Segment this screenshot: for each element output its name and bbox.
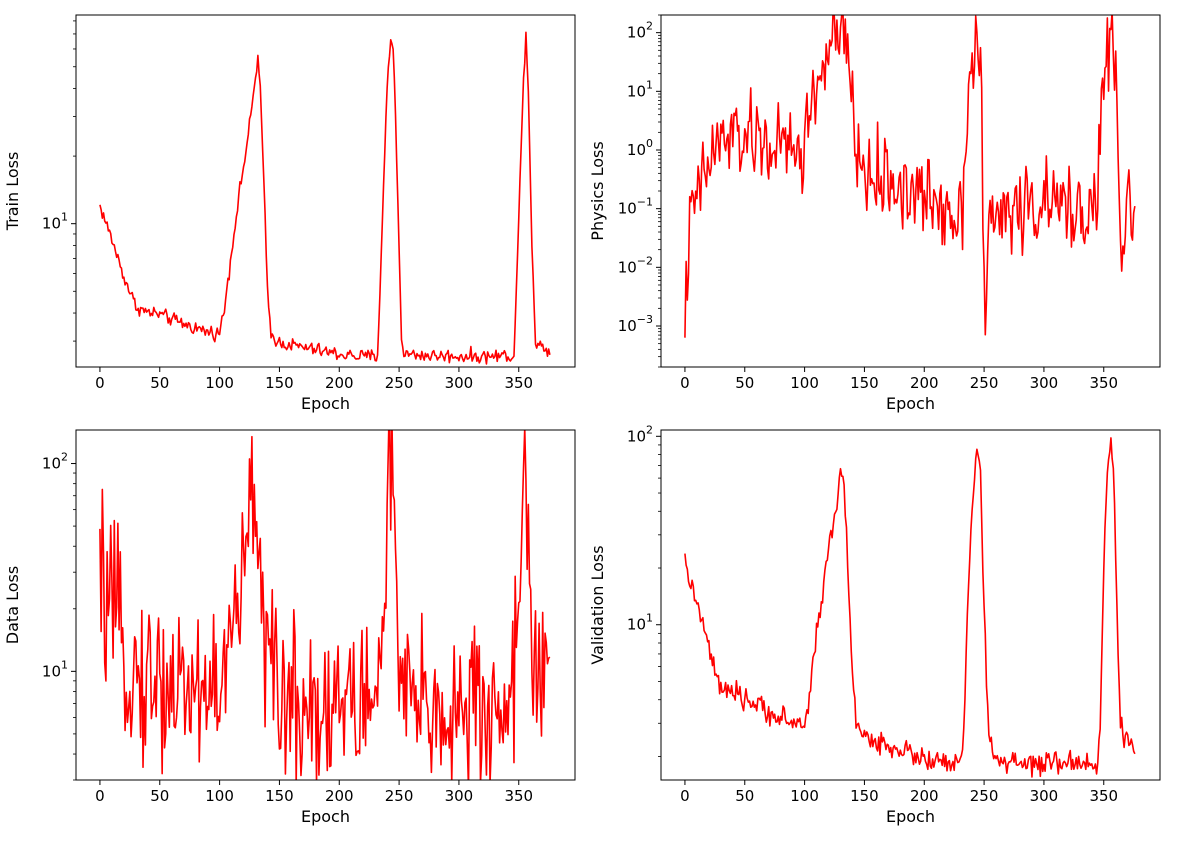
- x-tick-label: 300: [1030, 374, 1059, 392]
- x-tick-label: 300: [445, 787, 474, 805]
- x-tick-label: 350: [1089, 787, 1118, 805]
- y-tick-label: 102: [627, 423, 653, 445]
- series-line: [99, 31, 551, 365]
- x-tick-label: 200: [910, 374, 939, 392]
- x-tick-label: 0: [680, 787, 690, 805]
- y-axis-label: Validation Loss: [588, 545, 607, 664]
- panel-physics-loss: 0 50 100 150 200 250 300 350 10−3 10−2 10−1 100 101 1…: [588, 14, 1161, 413]
- x-tick-label: 150: [850, 787, 879, 805]
- y-tick-label: 10−3: [618, 313, 653, 335]
- series-line: [684, 15, 1136, 338]
- x-axis-label: Epoch: [886, 807, 935, 826]
- y-axis-label: Data Loss: [3, 566, 22, 644]
- x-axis-label: Epoch: [886, 394, 935, 413]
- panel-validation-loss: 0 50 100 150 200 250 300 350 101 102 Epoch Validati…: [588, 423, 1161, 826]
- x-tick-label: 200: [910, 787, 939, 805]
- x-tick-label: 350: [1089, 374, 1118, 392]
- x-axis-label: Epoch: [301, 394, 350, 413]
- y-tick-label: 101: [42, 658, 68, 680]
- x-tick-label: 250: [385, 787, 414, 805]
- axes-frame: [75, 14, 576, 368]
- x-tick-label: 50: [150, 374, 169, 392]
- y-tick-label: 101: [627, 78, 653, 100]
- x-tick-label: 0: [680, 374, 690, 392]
- x-tick-label: 100: [790, 787, 819, 805]
- y-tick-label: 101: [42, 211, 68, 233]
- y-tick-label: 102: [42, 451, 68, 473]
- x-tick-label: 100: [205, 374, 234, 392]
- x-tick-label: 50: [735, 787, 754, 805]
- x-tick-label: 150: [265, 787, 294, 805]
- x-tick-label: 200: [325, 787, 354, 805]
- x-tick-label: 300: [1030, 787, 1059, 805]
- x-tick-label: 300: [445, 374, 474, 392]
- x-tick-label: 200: [325, 374, 354, 392]
- x-tick-label: 50: [150, 787, 169, 805]
- panel-train-loss: 0 50 100 150 200 250 300 350 101 Epoch Train Loss: [3, 14, 576, 413]
- x-tick-label: 0: [95, 787, 105, 805]
- y-tick-label: 100: [627, 137, 653, 159]
- x-tick-label: 250: [970, 374, 999, 392]
- y-axis-label: Train Loss: [3, 152, 22, 232]
- axes-frame: [75, 429, 576, 781]
- x-tick-label: 0: [95, 374, 105, 392]
- series-line: [684, 437, 1136, 778]
- x-tick-label: 250: [385, 374, 414, 392]
- y-tick-label: 102: [627, 20, 653, 42]
- x-tick-label: 50: [735, 374, 754, 392]
- x-tick-label: 100: [205, 787, 234, 805]
- panel-data-loss: 0 50 100 150 200 250 300 350 101 102 Epoch Data Los…: [3, 429, 576, 826]
- x-tick-label: 350: [504, 374, 533, 392]
- y-tick-label: 10−2: [618, 254, 653, 276]
- x-tick-label: 350: [504, 787, 533, 805]
- x-axis-label: Epoch: [301, 807, 350, 826]
- y-tick-label: 10−1: [618, 196, 653, 218]
- y-axis-label: Physics Loss: [588, 141, 607, 240]
- x-tick-label: 250: [970, 787, 999, 805]
- axes-frame: [660, 429, 1161, 781]
- x-tick-label: 150: [850, 374, 879, 392]
- y-tick-label: 101: [627, 612, 653, 634]
- series-line: [99, 430, 551, 780]
- x-tick-label: 150: [265, 374, 294, 392]
- x-tick-label: 100: [790, 374, 819, 392]
